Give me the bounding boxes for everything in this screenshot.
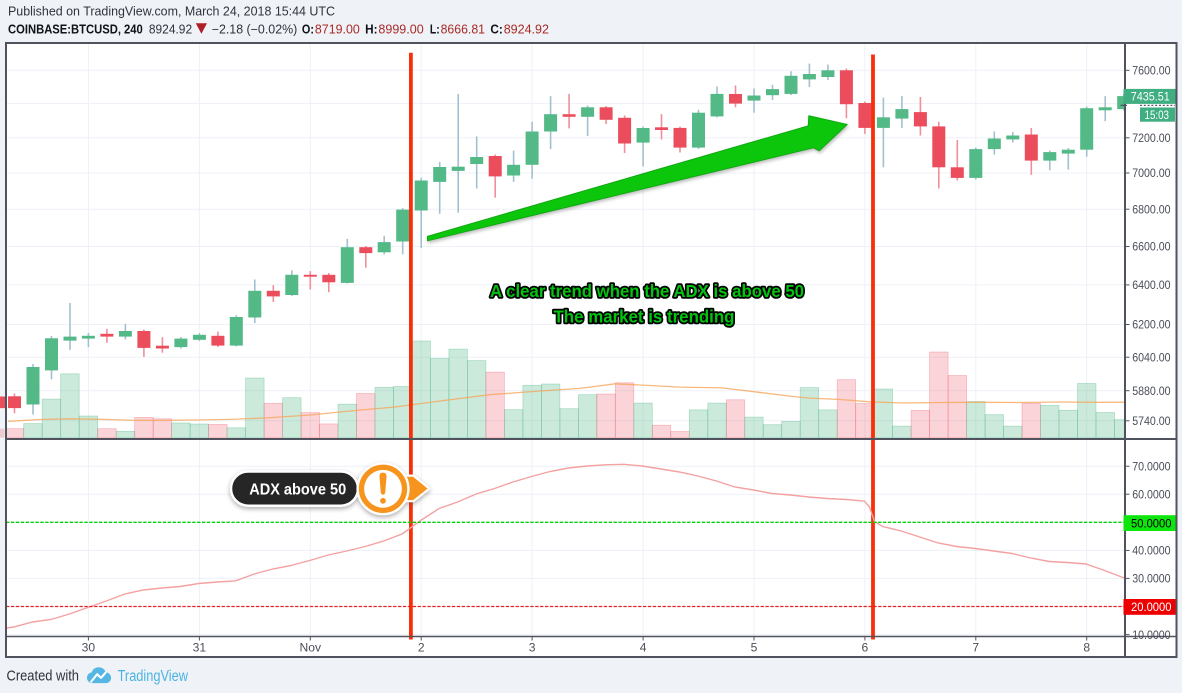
svg-text:Nov: Nov bbox=[300, 641, 322, 655]
svg-text:The market is trending: The market is trending bbox=[554, 307, 735, 327]
svg-text:15:03: 15:03 bbox=[1145, 108, 1170, 122]
svg-text:31: 31 bbox=[193, 641, 207, 655]
svg-text:50.0000: 50.0000 bbox=[1131, 516, 1172, 530]
svg-text:8924.92: 8924.92 bbox=[504, 22, 549, 36]
svg-text:6400.00: 6400.00 bbox=[1132, 278, 1171, 292]
svg-text:8719.00: 8719.00 bbox=[315, 22, 360, 36]
svg-text:C:: C: bbox=[490, 22, 502, 36]
svg-text:30.0000: 30.0000 bbox=[1132, 572, 1171, 586]
svg-text:7: 7 bbox=[972, 641, 979, 655]
svg-text:30: 30 bbox=[82, 641, 96, 655]
svg-text:COINBASE:BTCUSD, 240: COINBASE:BTCUSD, 240 bbox=[8, 22, 143, 36]
svg-text:10.0000: 10.0000 bbox=[1132, 628, 1171, 642]
svg-text:5740.00: 5740.00 bbox=[1132, 414, 1171, 428]
svg-text:6200.00: 6200.00 bbox=[1132, 318, 1171, 332]
svg-text:6800.00: 6800.00 bbox=[1132, 202, 1171, 216]
svg-text:8924.92: 8924.92 bbox=[149, 22, 192, 36]
svg-text:2: 2 bbox=[418, 641, 425, 655]
svg-text:Created with: Created with bbox=[7, 668, 80, 684]
svg-text:−2.18 (−0.02%): −2.18 (−0.02%) bbox=[212, 22, 298, 36]
svg-text:8: 8 bbox=[1083, 641, 1090, 655]
svg-text:60.0000: 60.0000 bbox=[1132, 487, 1171, 501]
svg-text:L:: L: bbox=[430, 22, 440, 36]
svg-text:A clear trend when the ADX is: A clear trend when the ADX is above 50 bbox=[490, 281, 804, 301]
svg-text:7000.00: 7000.00 bbox=[1132, 166, 1171, 180]
svg-text:5: 5 bbox=[751, 641, 758, 655]
svg-text:20.0000: 20.0000 bbox=[1131, 600, 1172, 614]
svg-text:8666.81: 8666.81 bbox=[441, 22, 485, 36]
svg-text:6040.00: 6040.00 bbox=[1132, 350, 1171, 364]
svg-text:8999.00: 8999.00 bbox=[378, 22, 423, 36]
svg-text:7435.51: 7435.51 bbox=[1131, 90, 1170, 104]
svg-text:ADX above 50: ADX above 50 bbox=[249, 482, 346, 499]
svg-text:7600.00: 7600.00 bbox=[1132, 64, 1171, 78]
svg-text:H:: H: bbox=[365, 22, 377, 36]
svg-text:Published on TradingView.com,: Published on TradingView.com, March 24, … bbox=[8, 3, 335, 18]
svg-text:5880.00: 5880.00 bbox=[1132, 384, 1171, 398]
svg-text:6: 6 bbox=[862, 641, 869, 655]
svg-text:6600.00: 6600.00 bbox=[1132, 240, 1171, 254]
svg-text:4: 4 bbox=[640, 641, 647, 655]
svg-text:40.0000: 40.0000 bbox=[1132, 544, 1171, 558]
svg-text:TradingView: TradingView bbox=[118, 668, 189, 685]
svg-text:3: 3 bbox=[529, 641, 536, 655]
svg-text:7200.00: 7200.00 bbox=[1132, 131, 1171, 145]
svg-text:O:: O: bbox=[302, 22, 314, 36]
svg-text:70.0000: 70.0000 bbox=[1132, 459, 1171, 473]
